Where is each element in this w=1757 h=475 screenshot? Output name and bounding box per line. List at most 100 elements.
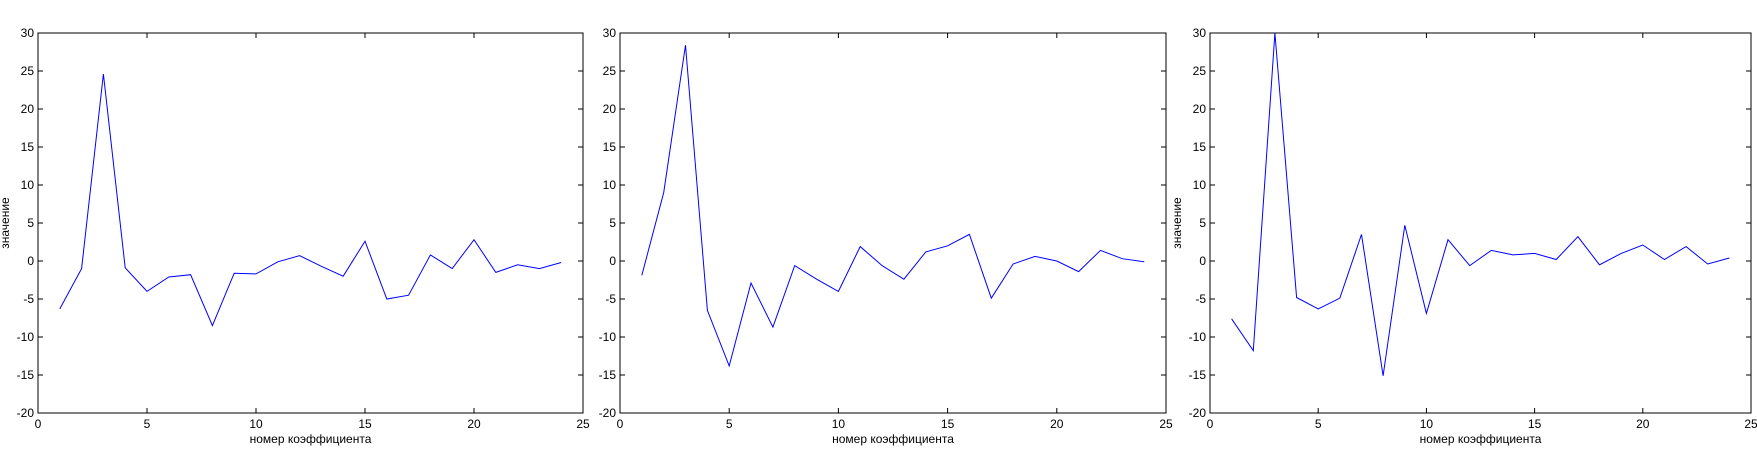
data-point (1273, 32, 1276, 35)
axes-box (619, 32, 1167, 414)
data-point (1663, 258, 1666, 261)
data-point (364, 240, 367, 243)
data-point (1338, 297, 1341, 300)
series-line (59, 73, 562, 327)
data-point (255, 272, 258, 275)
y-tick-label: 30 (21, 26, 35, 40)
data-point (1230, 317, 1233, 320)
y-tick-label: -5 (23, 292, 34, 306)
data-point (1468, 264, 1471, 267)
data-point (662, 191, 665, 194)
data-point (1447, 238, 1450, 241)
y-tick-label: 20 (603, 102, 617, 116)
data-point (1511, 253, 1514, 256)
data-point (946, 244, 949, 247)
data-point (1555, 258, 1558, 261)
data-point (1099, 249, 1102, 252)
data-point (320, 265, 323, 268)
y-tick-label: -20 (1189, 406, 1207, 420)
data-point (968, 233, 971, 236)
data-point (902, 278, 905, 281)
data-point (1728, 256, 1731, 259)
data-point (924, 250, 927, 253)
y-tick-label: 15 (603, 140, 617, 154)
data-point (1382, 374, 1385, 377)
data-point (429, 253, 432, 256)
x-axis-label: номер коэффициента (1420, 432, 1542, 446)
y-tick-label: -15 (599, 368, 617, 382)
data-point (815, 278, 818, 281)
data-point (560, 261, 563, 264)
data-point (1490, 249, 1493, 252)
data-point (1425, 312, 1428, 315)
data-point (189, 273, 192, 276)
axes-box (1209, 32, 1752, 414)
y-tick-label: 10 (603, 178, 617, 192)
data-point (771, 326, 774, 329)
x-tick-label: 20 (467, 417, 481, 431)
y-tick-label: -5 (605, 292, 616, 306)
data-point (473, 238, 476, 241)
data-point (298, 254, 301, 257)
y-tick-label: -20 (17, 406, 35, 420)
chart-panel-2: 0 5 10 15 20 25 -20 -15 -10 -5 0 5 10 15 20 25 30 номер к… (599, 26, 1173, 446)
data-point (881, 264, 884, 267)
data-point (1012, 263, 1015, 266)
y-tick-label: 25 (603, 64, 617, 78)
data-point (1706, 263, 1709, 266)
x-tick-label: 10 (832, 417, 846, 431)
data-point (750, 282, 753, 285)
y-tick-label: 5 (27, 216, 34, 230)
data-point (146, 290, 149, 293)
data-point (1121, 257, 1124, 260)
y-tick-label: 30 (1193, 26, 1207, 40)
x-tick-label: 5 (1315, 417, 1322, 431)
data-point (1598, 263, 1601, 266)
y-tick-label: 10 (1193, 178, 1207, 192)
data-point (1295, 296, 1298, 299)
data-point (516, 263, 519, 266)
x-tick-label: 15 (358, 417, 372, 431)
data-point (342, 275, 345, 278)
data-point (1533, 252, 1536, 255)
y-tick-label: 10 (21, 178, 35, 192)
data-point (1252, 349, 1255, 352)
data-point (1143, 260, 1146, 263)
y-tick-label: 0 (27, 254, 34, 268)
data-point (1685, 245, 1688, 248)
data-point (494, 271, 497, 274)
x-axis-label: номер коэффициента (832, 432, 954, 446)
x-tick-label: 20 (1050, 417, 1064, 431)
x-tick-label: 20 (1636, 417, 1650, 431)
data-point (793, 264, 796, 267)
data-point (1033, 255, 1036, 258)
y-tick-label: -10 (1189, 330, 1207, 344)
data-point (58, 307, 61, 310)
x-tick-label: 25 (1744, 417, 1757, 431)
data-point (102, 73, 105, 76)
data-point (990, 297, 993, 300)
data-point (233, 272, 236, 275)
y-tick-label: 5 (1199, 216, 1206, 230)
x-tick-label: 25 (576, 417, 590, 431)
y-tick-label: -10 (599, 330, 617, 344)
y-axis-label: значение (1170, 197, 1184, 249)
y-tick-label: -10 (17, 330, 35, 344)
data-point (1576, 235, 1579, 238)
data-point (728, 364, 731, 367)
data-point (276, 260, 279, 263)
data-point (684, 44, 687, 47)
x-tick-label: 0 (617, 417, 624, 431)
chart-panel-1: 0 5 10 15 20 25 -20 -15 -10 -5 0 5 10 15 20 25 30 номер к… (0, 26, 590, 446)
y-tick-label: 20 (1193, 102, 1207, 116)
y-tick-label: 15 (1193, 140, 1207, 154)
data-point (1403, 224, 1406, 227)
y-tick-label: 15 (21, 140, 35, 154)
x-tick-label: 10 (1420, 417, 1434, 431)
x-tick-label: 10 (249, 417, 263, 431)
x-tick-label: 0 (1207, 417, 1214, 431)
data-point (211, 324, 214, 327)
data-point (1620, 252, 1623, 255)
x-tick-label: 5 (144, 417, 151, 431)
